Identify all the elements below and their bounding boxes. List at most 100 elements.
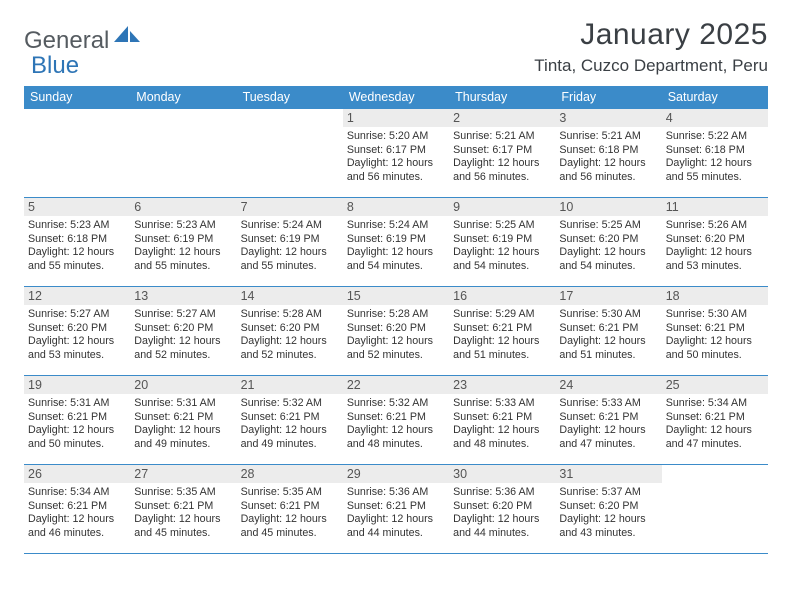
daylight-line: and 52 minutes. [134, 349, 232, 363]
sunset-line: Sunset: 6:20 PM [347, 322, 445, 336]
brand-sail-icon [114, 24, 140, 49]
day-body: Sunrise: 5:27 AMSunset: 6:20 PMDaylight:… [28, 308, 126, 363]
day-cell: 1Sunrise: 5:20 AMSunset: 6:17 PMDaylight… [343, 109, 449, 197]
dow-saturday: Saturday [662, 86, 768, 109]
sunrise-line: Sunrise: 5:35 AM [241, 486, 339, 500]
sunset-line: Sunset: 6:21 PM [666, 411, 764, 425]
sunset-line: Sunset: 6:18 PM [28, 233, 126, 247]
daylight-line: Daylight: 12 hours [134, 335, 232, 349]
day-cell: 20Sunrise: 5:31 AMSunset: 6:21 PMDayligh… [130, 376, 236, 464]
day-cell: 15Sunrise: 5:28 AMSunset: 6:20 PMDayligh… [343, 287, 449, 375]
sunrise-line: Sunrise: 5:31 AM [134, 397, 232, 411]
daylight-line: and 45 minutes. [134, 527, 232, 541]
day-cell: 18Sunrise: 5:30 AMSunset: 6:21 PMDayligh… [662, 287, 768, 375]
day-cell: 3 Sunrise: 5:21 AMSunset: 6:18 PMDaylight… [555, 109, 661, 197]
daylight-line: and 54 minutes. [559, 260, 657, 274]
daylight-line: Daylight: 12 hours [559, 335, 657, 349]
daylight-line: Daylight: 12 hours [134, 424, 232, 438]
brand-text-blue-wrap: Blue [30, 52, 79, 80]
sunrise-line: Sunrise: 5:36 AM [453, 486, 551, 500]
sunrise-line: Sunrise: 5:34 AM [28, 486, 126, 500]
daylight-line: Daylight: 12 hours [453, 157, 551, 171]
day-cell: 24Sunrise: 5:33 AMSunset: 6:21 PMDayligh… [555, 376, 661, 464]
day-number: 5 [24, 198, 130, 216]
day-cell: 12Sunrise: 5:27 AMSunset: 6:20 PMDayligh… [24, 287, 130, 375]
daylight-line: Daylight: 12 hours [28, 424, 126, 438]
sunset-line: Sunset: 6:20 PM [559, 233, 657, 247]
daylight-line: Daylight: 12 hours [666, 246, 764, 260]
day-body: Sunrise: 5:28 AMSunset: 6:20 PMDaylight:… [241, 308, 339, 363]
sunset-line: Sunset: 6:17 PM [453, 144, 551, 158]
daylight-line: and 50 minutes. [28, 438, 126, 452]
day-body: Sunrise: 5:36 AMSunset: 6:21 PMDaylight:… [347, 486, 445, 541]
sunset-line: Sunset: 6:20 PM [453, 500, 551, 514]
day-body: Sunrise: 5:29 AMSunset: 6:21 PMDaylight:… [453, 308, 551, 363]
day-cell: 28Sunrise: 5:35 AMSunset: 6:21 PMDayligh… [237, 465, 343, 553]
daylight-line: Daylight: 12 hours [453, 513, 551, 527]
day-body: Sunrise: 5:26 AMSunset: 6:20 PMDaylight:… [666, 219, 764, 274]
sunrise-line: Sunrise: 5:31 AM [28, 397, 126, 411]
day-number: 8 [343, 198, 449, 216]
day-body: Sunrise: 5:36 AMSunset: 6:20 PMDaylight:… [453, 486, 551, 541]
day-cell: 6Sunrise: 5:23 AMSunset: 6:19 PMDaylight… [130, 198, 236, 286]
day-body: Sunrise: 5:23 AMSunset: 6:18 PMDaylight:… [28, 219, 126, 274]
day-body: Sunrise: 5:37 AMSunset: 6:20 PMDaylight:… [559, 486, 657, 541]
daylight-line: and 45 minutes. [241, 527, 339, 541]
sunset-line: Sunset: 6:18 PM [559, 144, 657, 158]
dow-friday: Friday [555, 86, 661, 109]
day-cell [662, 465, 768, 553]
sunrise-line: Sunrise: 5:22 AM [666, 130, 764, 144]
day-number: 18 [662, 287, 768, 305]
day-cell: 11 Sunrise: 5:26 AMSunset: 6:20 PMDayligh… [662, 198, 768, 286]
sunset-line: Sunset: 6:20 PM [666, 233, 764, 247]
daylight-line: Daylight: 12 hours [28, 246, 126, 260]
sunrise-line: Sunrise: 5:29 AM [453, 308, 551, 322]
day-cell: 7Sunrise: 5:24 AMSunset: 6:19 PMDaylight… [237, 198, 343, 286]
daylight-line: and 44 minutes. [347, 527, 445, 541]
sunrise-line: Sunrise: 5:23 AM [134, 219, 232, 233]
day-cell: 17Sunrise: 5:30 AMSunset: 6:21 PMDayligh… [555, 287, 661, 375]
daylight-line: and 44 minutes. [453, 527, 551, 541]
day-number: 23 [449, 376, 555, 394]
dow-monday: Monday [130, 86, 236, 109]
sunrise-line: Sunrise: 5:26 AM [666, 219, 764, 233]
day-number: 26 [24, 465, 130, 483]
sunrise-line: Sunrise: 5:21 AM [453, 130, 551, 144]
day-cell: 21Sunrise: 5:32 AMSunset: 6:21 PMDayligh… [237, 376, 343, 464]
daylight-line: Daylight: 12 hours [241, 424, 339, 438]
day-number: 25 [662, 376, 768, 394]
dow-sunday: Sunday [24, 86, 130, 109]
sunset-line: Sunset: 6:20 PM [28, 322, 126, 336]
sunrise-line: Sunrise: 5:25 AM [559, 219, 657, 233]
day-body: Sunrise: 5:35 AMSunset: 6:21 PMDaylight:… [241, 486, 339, 541]
page-header: General January 2025 Tinta, Cuzco Depart… [24, 18, 768, 76]
week-row: 1Sunrise: 5:20 AMSunset: 6:17 PMDaylight… [24, 109, 768, 198]
daylight-line: Daylight: 12 hours [559, 157, 657, 171]
sunrise-line: Sunrise: 5:34 AM [666, 397, 764, 411]
daylight-line: Daylight: 12 hours [666, 424, 764, 438]
calendar: Sunday Monday Tuesday Wednesday Thursday… [24, 86, 768, 554]
day-cell: 9Sunrise: 5:25 AMSunset: 6:19 PMDaylight… [449, 198, 555, 286]
day-number: 3 [555, 109, 661, 127]
daylight-line: Daylight: 12 hours [559, 424, 657, 438]
daylight-line: and 50 minutes. [666, 349, 764, 363]
daylight-line: and 54 minutes. [453, 260, 551, 274]
location-subtitle: Tinta, Cuzco Department, Peru [534, 56, 768, 76]
daylight-line: and 48 minutes. [347, 438, 445, 452]
sunset-line: Sunset: 6:20 PM [134, 322, 232, 336]
day-cell: 19Sunrise: 5:31 AMSunset: 6:21 PMDayligh… [24, 376, 130, 464]
sunrise-line: Sunrise: 5:30 AM [666, 308, 764, 322]
day-body: Sunrise: 5:21 AMSunset: 6:18 PMDaylight:… [559, 130, 657, 185]
sunset-line: Sunset: 6:21 PM [134, 500, 232, 514]
title-block: January 2025 Tinta, Cuzco Department, Pe… [534, 18, 768, 76]
sunset-line: Sunset: 6:19 PM [453, 233, 551, 247]
daylight-line: and 43 minutes. [559, 527, 657, 541]
sunset-line: Sunset: 6:21 PM [559, 411, 657, 425]
sunrise-line: Sunrise: 5:35 AM [134, 486, 232, 500]
day-number: 27 [130, 465, 236, 483]
sunset-line: Sunset: 6:17 PM [347, 144, 445, 158]
day-number: 11 [662, 198, 768, 216]
day-cell: 4Sunrise: 5:22 AMSunset: 6:18 PMDaylight… [662, 109, 768, 197]
day-body: Sunrise: 5:21 AMSunset: 6:17 PMDaylight:… [453, 130, 551, 185]
day-body: Sunrise: 5:30 AMSunset: 6:21 PMDaylight:… [559, 308, 657, 363]
